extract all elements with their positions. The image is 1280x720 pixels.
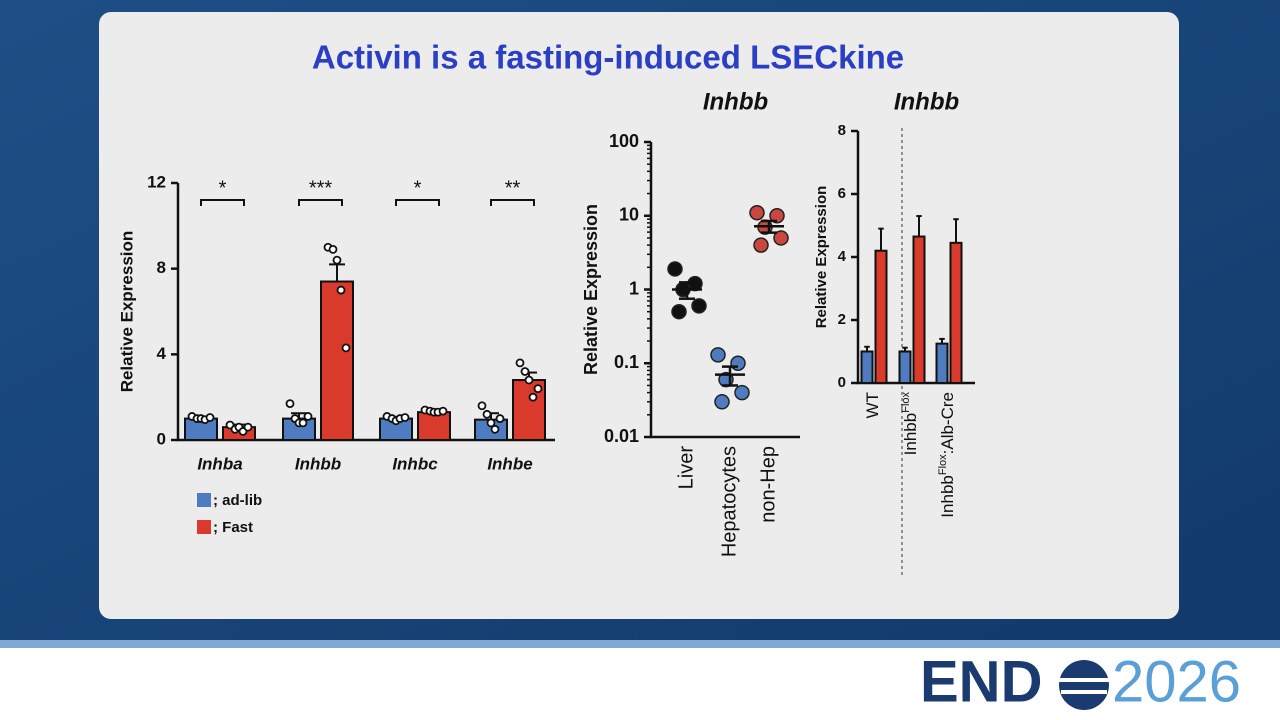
data-point bbox=[671, 303, 687, 320]
legend-swatch bbox=[197, 520, 211, 534]
data-point bbox=[336, 285, 346, 295]
y-tick-label: 0.01 bbox=[604, 426, 639, 446]
label-part: :Alb-Cre bbox=[938, 392, 957, 454]
label-part: Flox bbox=[900, 392, 912, 413]
legend-swatch bbox=[197, 493, 211, 507]
legend-label: ; Fast bbox=[213, 519, 253, 536]
legend-label: ; ad-lib bbox=[213, 492, 262, 509]
x-tick-label: WT bbox=[863, 392, 882, 418]
x-tick-label: Liver bbox=[675, 446, 697, 490]
y-tick-label: 4 bbox=[157, 344, 167, 363]
slide-title: Activin is a fasting-induced LSECkine bbox=[312, 39, 904, 76]
data-point bbox=[477, 401, 487, 411]
bar bbox=[874, 249, 888, 384]
data-point bbox=[328, 244, 338, 254]
y-tick-label: 2 bbox=[838, 311, 846, 328]
y-tick-label: 4 bbox=[838, 248, 847, 265]
footer-year: 2026 bbox=[1112, 649, 1241, 714]
data-point bbox=[400, 413, 410, 422]
x-tick-label: Inhbb bbox=[295, 454, 341, 473]
data-point bbox=[332, 255, 342, 265]
footer-brand: END bbox=[920, 649, 1042, 714]
significance-bracket bbox=[298, 199, 343, 206]
significance-label: *** bbox=[309, 177, 333, 199]
data-point bbox=[341, 343, 351, 353]
x-tick-label: non-Hep bbox=[757, 446, 779, 523]
bar bbox=[912, 235, 926, 384]
x-tick-label: InhbbFlox bbox=[900, 392, 921, 456]
data-point bbox=[528, 392, 538, 402]
x-tick-label: Hepatocytes bbox=[718, 446, 740, 557]
stripe bbox=[0, 640, 1280, 648]
significance-bracket bbox=[490, 199, 535, 206]
significance-bracket bbox=[395, 199, 440, 206]
globe bbox=[1059, 660, 1109, 710]
label-part: Inhbb bbox=[938, 475, 957, 518]
data-point bbox=[753, 237, 769, 253]
data-point bbox=[533, 384, 543, 394]
chart-title: Inhbb bbox=[894, 88, 959, 115]
x-tick-label: Inhba bbox=[197, 454, 242, 473]
bar bbox=[935, 342, 949, 384]
y-tick-label: 10 bbox=[619, 205, 639, 225]
data-point bbox=[730, 355, 746, 371]
data-point bbox=[495, 414, 505, 423]
y-tick-label: 6 bbox=[838, 185, 846, 202]
bar bbox=[860, 350, 874, 384]
y-tick-label: 0.1 bbox=[614, 352, 639, 372]
data-point bbox=[285, 399, 295, 408]
y-tick-label: 1 bbox=[629, 278, 639, 298]
x-tick-label: Inhbc bbox=[392, 454, 438, 473]
data-point bbox=[773, 230, 789, 246]
data-point bbox=[667, 261, 683, 277]
x-tick-label: InhbbFlox:Alb-Cre bbox=[937, 392, 958, 518]
panel bbox=[99, 12, 1179, 619]
y-tick-label: 100 bbox=[609, 131, 639, 151]
data-point bbox=[710, 347, 726, 363]
data-point bbox=[298, 418, 308, 428]
x-tick-label: Inhbe bbox=[487, 454, 532, 473]
data-point bbox=[490, 424, 500, 434]
data-point bbox=[438, 406, 448, 416]
y-axis-label: Relative Expression bbox=[581, 204, 601, 375]
significance-label: ** bbox=[505, 177, 521, 199]
bar bbox=[320, 280, 354, 441]
y-axis-label: Relative Expression bbox=[813, 186, 830, 329]
data-point bbox=[486, 418, 496, 428]
y-axis-label: Relative Expression bbox=[117, 231, 136, 393]
data-point bbox=[734, 384, 750, 401]
data-point bbox=[769, 208, 785, 224]
y-tick-label: 0 bbox=[157, 429, 166, 448]
data-point bbox=[205, 413, 215, 422]
y-tick-label: 0 bbox=[838, 374, 846, 391]
data-point bbox=[749, 204, 765, 221]
data-point bbox=[303, 412, 313, 421]
data-point bbox=[691, 298, 707, 314]
y-tick-label: 8 bbox=[157, 258, 166, 277]
data-point bbox=[482, 409, 492, 419]
data-point bbox=[524, 375, 534, 385]
significance-bracket bbox=[200, 199, 245, 206]
data-point bbox=[243, 422, 253, 432]
bar bbox=[898, 350, 912, 384]
data-point bbox=[520, 367, 530, 376]
data-point bbox=[515, 358, 525, 368]
label-part: Inhbb bbox=[901, 413, 920, 456]
y-tick-label: 8 bbox=[838, 122, 846, 139]
label-part: WT bbox=[863, 392, 882, 418]
bar bbox=[949, 241, 963, 384]
y-tick-label: 12 bbox=[147, 172, 166, 191]
bar bbox=[417, 411, 451, 441]
label-part: Flox bbox=[937, 454, 949, 475]
chart-title: Inhbb bbox=[703, 88, 768, 115]
data-point bbox=[714, 394, 730, 410]
significance-label: * bbox=[414, 177, 422, 199]
significance-label: * bbox=[219, 177, 227, 199]
